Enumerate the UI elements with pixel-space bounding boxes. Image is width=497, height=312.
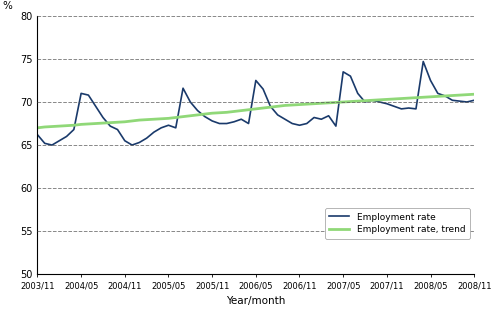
Employment rate, trend: [267, 105, 273, 109]
Employment rate: [471, 98, 477, 102]
Line: Employment rate, trend: Employment rate, trend: [37, 94, 474, 128]
Employment rate: [304, 122, 310, 125]
Employment rate: [420, 60, 426, 63]
Employment rate: [427, 79, 433, 82]
Employment rate, trend: [187, 114, 193, 118]
Employment rate: [129, 143, 135, 147]
Employment rate: [275, 113, 281, 117]
Employment rate, trend: [413, 96, 419, 100]
Employment rate, trend: [471, 92, 477, 96]
Employment rate: [195, 109, 201, 112]
Employment rate: [144, 136, 150, 140]
Employment rate, trend: [297, 103, 303, 106]
Employment rate, trend: [136, 118, 142, 122]
Employment rate, trend: [34, 126, 40, 130]
Legend: Employment rate, Employment rate, trend: Employment rate, Employment rate, trend: [325, 208, 470, 239]
Employment rate, trend: [122, 120, 128, 124]
Line: Employment rate: Employment rate: [37, 61, 474, 145]
Employment rate: [49, 143, 55, 147]
X-axis label: Year/month: Year/month: [226, 296, 285, 306]
Employment rate: [34, 133, 40, 137]
Y-axis label: %: %: [2, 1, 12, 11]
